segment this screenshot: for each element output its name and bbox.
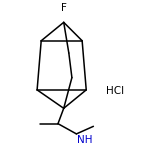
Text: NH: NH — [77, 135, 93, 145]
Text: HCl: HCl — [106, 86, 124, 96]
Text: F: F — [61, 3, 67, 13]
